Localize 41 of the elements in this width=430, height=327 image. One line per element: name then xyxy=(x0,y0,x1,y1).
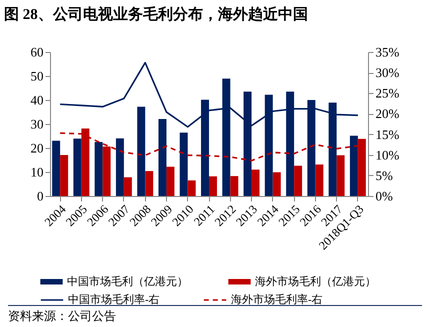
bar xyxy=(60,154,68,196)
y-tick-label: 20 xyxy=(30,140,44,156)
y2-tick-label: 30% xyxy=(376,65,400,80)
bar xyxy=(52,140,60,196)
bar xyxy=(73,138,82,196)
bar xyxy=(116,138,124,196)
y-tick-label: 60 xyxy=(30,44,44,60)
bar xyxy=(272,172,281,196)
y-tick-label: 10 xyxy=(30,164,44,180)
legend-label: 海外市场毛利（亿港元） xyxy=(255,274,376,288)
y2-tick-label: 10% xyxy=(376,147,400,162)
bar xyxy=(350,136,358,196)
bar xyxy=(166,166,174,196)
bar xyxy=(188,180,196,196)
legend-label: 中国市场毛利（亿港元） xyxy=(67,274,188,288)
bar xyxy=(252,170,260,196)
y2-tick-label: 15% xyxy=(376,126,400,142)
y-tick-label: 50 xyxy=(30,68,44,84)
text: 资料来源：公司公告 xyxy=(8,305,422,325)
bar xyxy=(209,176,217,196)
y2-tick-label: 20% xyxy=(376,106,400,122)
bar xyxy=(180,132,188,196)
chart-title: 图 28、公司电视业务毛利分布，海外趋近中国 xyxy=(4,6,308,23)
bar xyxy=(294,166,302,196)
bar xyxy=(145,171,154,196)
bar xyxy=(137,106,146,196)
y2-tick-label: 0% xyxy=(376,188,393,204)
y-tick-label: 0 xyxy=(37,188,44,204)
y2-tick-label: 35% xyxy=(376,44,400,60)
legend-label: 中国市场毛利率-右 xyxy=(68,293,160,306)
y-tick-label: 30 xyxy=(30,116,44,132)
bar xyxy=(94,142,103,196)
bar xyxy=(315,164,324,196)
bar xyxy=(124,177,132,196)
bar xyxy=(230,176,238,196)
legend-label: 海外市场毛利率-右 xyxy=(231,293,323,306)
bar xyxy=(158,118,166,196)
y2-tick-label: 25% xyxy=(376,86,400,101)
y-tick-label: 40 xyxy=(30,92,44,108)
bar xyxy=(336,155,345,196)
y2-tick-label: 5% xyxy=(376,168,393,183)
